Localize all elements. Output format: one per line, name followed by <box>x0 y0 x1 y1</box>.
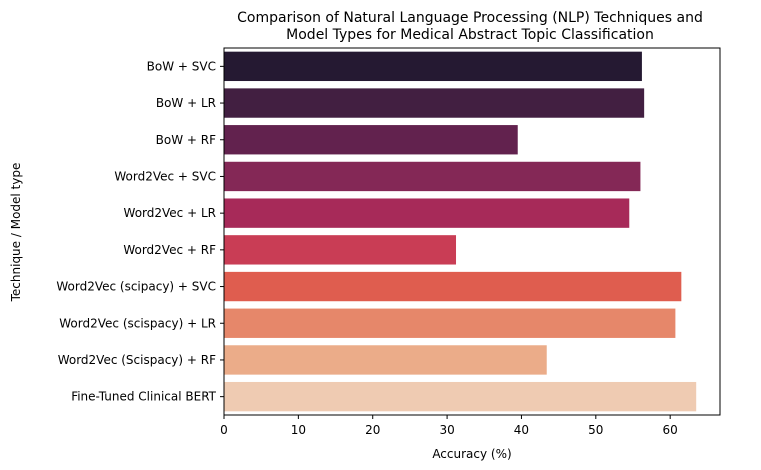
x-ticks: 0 10 20 30 40 50 60 <box>220 415 678 437</box>
y-tick-label-4: Word2Vec + LR <box>124 206 216 220</box>
y-tick-label-2: BoW + RF <box>156 133 216 147</box>
y-tick-label-6: Word2Vec (scipacy) + SVC <box>56 280 216 294</box>
y-tick-label-5: Word2Vec + RF <box>123 243 216 257</box>
y-tick-label-0: BoW + SVC <box>147 59 216 73</box>
x-tick-label-1: 10 <box>291 423 306 437</box>
x-axis-label: Accuracy (%) <box>432 447 511 461</box>
x-tick-label-0: 0 <box>220 423 228 437</box>
bar-4 <box>224 198 630 228</box>
y-tick-label-3: Word2Vec + SVC <box>114 169 216 183</box>
plot-frame <box>223 47 721 416</box>
chart-title-line-1: Comparison of Natural Language Processin… <box>237 10 703 26</box>
bar-6 <box>224 271 682 302</box>
bar-5 <box>224 235 457 265</box>
x-tick-label-4: 40 <box>514 423 529 437</box>
bar-7 <box>224 308 676 338</box>
y-tick-labels: BoW + SVC BoW + LR BoW + RF Word2Vec + SVC W… <box>56 59 224 404</box>
y-tick-label-8: Word2Vec (Scispacy) + RF <box>58 353 216 367</box>
x-tick-label-2: 20 <box>365 423 380 437</box>
y-axis-label: Technique / Model type <box>9 163 23 303</box>
y-tick-label-1: BoW + LR <box>156 96 216 110</box>
bar-3 <box>224 161 641 192</box>
y-tick-label-9: Fine-Tuned Clinical BERT <box>71 390 216 404</box>
bar-0 <box>224 51 642 82</box>
x-tick-label-3: 30 <box>439 423 454 437</box>
bar-9 <box>224 381 697 412</box>
chart-title-line-2: Model Types for Medical Abstract Topic C… <box>286 27 654 43</box>
bars-group <box>224 51 697 412</box>
bar-1 <box>224 88 645 118</box>
bar-2 <box>224 125 518 155</box>
bar-8 <box>224 345 547 375</box>
x-tick-label-5: 50 <box>588 423 603 437</box>
x-tick-label-6: 60 <box>663 423 678 437</box>
y-tick-label-7: Word2Vec (scispacy) + LR <box>59 316 216 330</box>
